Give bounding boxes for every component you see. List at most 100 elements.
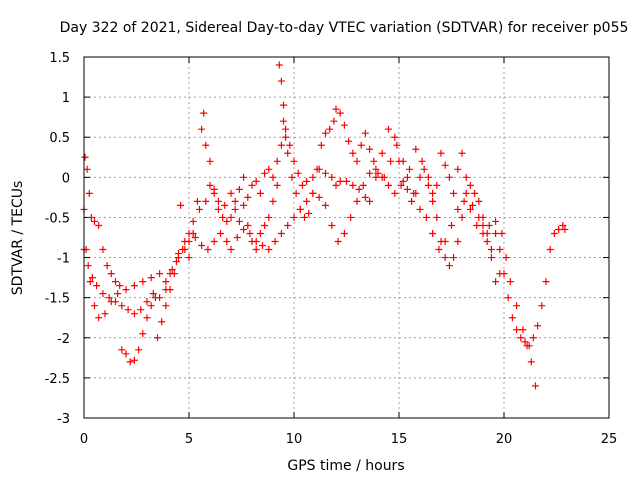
data-point <box>172 258 180 266</box>
data-point <box>240 201 248 209</box>
grid-lines <box>84 57 609 418</box>
data-point <box>189 217 197 225</box>
data-point <box>269 173 277 181</box>
data-point <box>261 169 269 177</box>
data-point <box>217 229 224 237</box>
data-point <box>485 221 493 229</box>
data-point <box>408 197 416 205</box>
data-point <box>277 229 285 237</box>
data-point <box>559 221 567 229</box>
data-point <box>450 254 458 262</box>
data-point <box>271 238 279 246</box>
data-point <box>273 157 281 165</box>
data-point <box>162 278 170 286</box>
data-point <box>143 314 151 322</box>
data-point <box>233 234 241 241</box>
data-point <box>435 246 443 254</box>
data-point <box>492 217 500 225</box>
data-point <box>221 201 229 209</box>
data-point <box>214 205 222 213</box>
data-point <box>473 221 481 229</box>
data-point <box>296 205 304 213</box>
data-point <box>286 141 294 149</box>
data-point <box>403 185 411 193</box>
data-point <box>372 173 380 181</box>
data-point <box>454 238 462 246</box>
data-point <box>301 213 308 221</box>
data-point <box>83 165 91 173</box>
data-point <box>372 165 380 173</box>
data-point <box>504 294 512 302</box>
data-point <box>462 189 470 197</box>
data-point <box>393 141 401 149</box>
data-point <box>466 181 474 189</box>
data-point <box>282 133 290 141</box>
y-tick-label: -1 <box>57 252 70 267</box>
data-point <box>269 197 277 205</box>
data-point <box>315 193 323 201</box>
y-tick-label: -3 <box>57 412 70 427</box>
data-point <box>340 229 348 237</box>
data-point <box>95 221 103 229</box>
data-point <box>483 238 491 246</box>
data-point <box>429 197 437 205</box>
data-point <box>523 342 531 350</box>
y-tick-label: 1 <box>62 91 70 106</box>
x-tick-labels: 0 5 10 15 20 25 <box>80 432 617 447</box>
data-point <box>204 246 212 254</box>
axis-ticks <box>83 56 610 419</box>
data-point <box>483 229 491 237</box>
data-point <box>487 246 495 254</box>
data-point <box>546 246 554 254</box>
data-point <box>336 177 344 185</box>
data-point <box>149 290 157 298</box>
data-point <box>462 173 470 181</box>
data-point <box>137 306 145 314</box>
data-point <box>200 109 208 117</box>
data-point <box>322 129 329 137</box>
data-point <box>210 238 218 246</box>
data-point <box>412 145 420 153</box>
data-point <box>385 181 392 189</box>
data-point <box>332 105 340 113</box>
data-point <box>471 189 479 197</box>
data-point <box>170 270 178 278</box>
data-point <box>343 177 350 185</box>
data-point <box>532 382 539 390</box>
data-point <box>135 346 143 354</box>
data-point <box>361 193 369 201</box>
data-point <box>475 197 483 205</box>
data-point <box>252 246 260 254</box>
data-point <box>496 246 504 254</box>
data-point <box>391 133 399 141</box>
data-point <box>313 165 321 173</box>
data-point <box>219 213 227 221</box>
x-tick-label: 25 <box>601 432 618 447</box>
data-point <box>246 229 254 237</box>
data-point <box>506 278 514 286</box>
data-point <box>517 334 525 342</box>
data-point <box>154 334 161 342</box>
x-tick-label: 15 <box>391 432 408 447</box>
x-tick-label: 10 <box>286 432 303 447</box>
data-point <box>235 217 243 225</box>
data-point <box>366 169 374 177</box>
data-point <box>175 254 182 262</box>
x-tick-label: 20 <box>496 432 513 447</box>
data-point <box>534 322 542 330</box>
data-point <box>445 262 453 270</box>
data-point <box>305 209 313 217</box>
data-point <box>519 326 527 334</box>
data-point <box>265 213 273 221</box>
data-point <box>156 270 164 278</box>
data-point <box>280 117 287 125</box>
y-tick-labels: -3 -2.5 -2 -1.5 -1 -0.5 0 0.5 1 1.5 <box>45 51 70 427</box>
data-point <box>114 290 122 298</box>
y-tick-label: -0.5 <box>45 211 70 226</box>
data-point <box>561 225 569 233</box>
data-point <box>202 141 210 149</box>
data-point <box>240 225 248 233</box>
data-point <box>422 213 430 221</box>
chart-title: Day 322 of 2021, Sidereal Day-to-day VTE… <box>60 20 629 36</box>
